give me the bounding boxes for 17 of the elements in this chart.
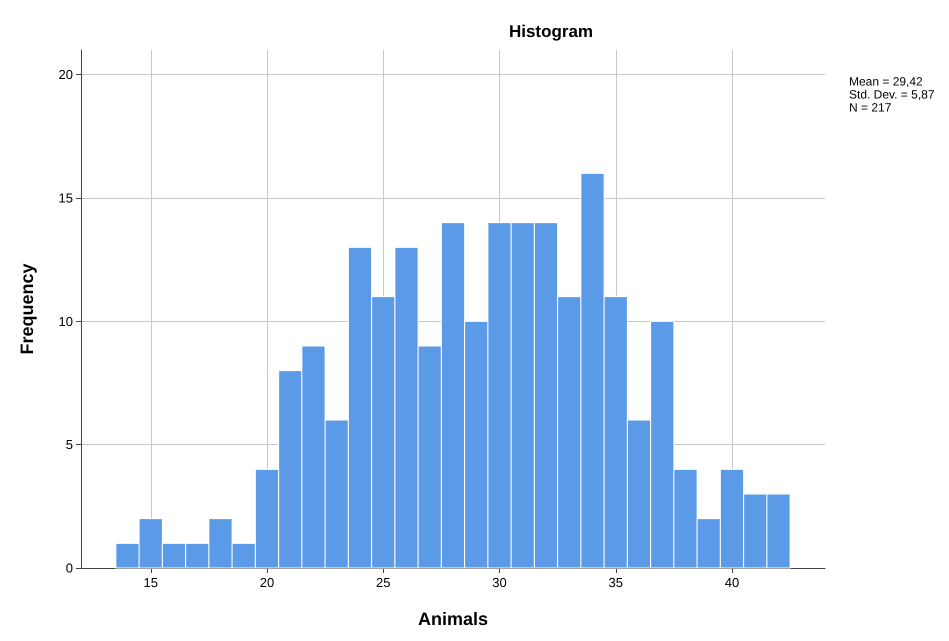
x-tick-label: 20 — [260, 575, 274, 590]
text: N = 217 — [849, 100, 892, 114]
y-axis-title: Frequency — [17, 263, 37, 355]
y-tick-label: 15 — [58, 190, 73, 206]
x-tick-label: 40 — [724, 575, 740, 590]
y-tick-label: 10 — [58, 314, 73, 329]
x-tick-label: 25 — [376, 575, 390, 590]
y-tick-label: 0 — [66, 560, 73, 576]
chart-title: Histogram — [508, 22, 594, 41]
x-tick-label: 30 — [492, 575, 507, 590]
x-tick-label: 15 — [144, 575, 158, 590]
y-tick-label: 20 — [58, 67, 73, 82]
y-tick-label: 5 — [66, 437, 73, 452]
text: Std. Dev. = 5,87 — [849, 88, 935, 102]
text: Mean = 29,42 — [849, 74, 924, 88]
x-axis-title: Animals — [418, 609, 488, 629]
x-tick-label: 35 — [608, 575, 623, 590]
